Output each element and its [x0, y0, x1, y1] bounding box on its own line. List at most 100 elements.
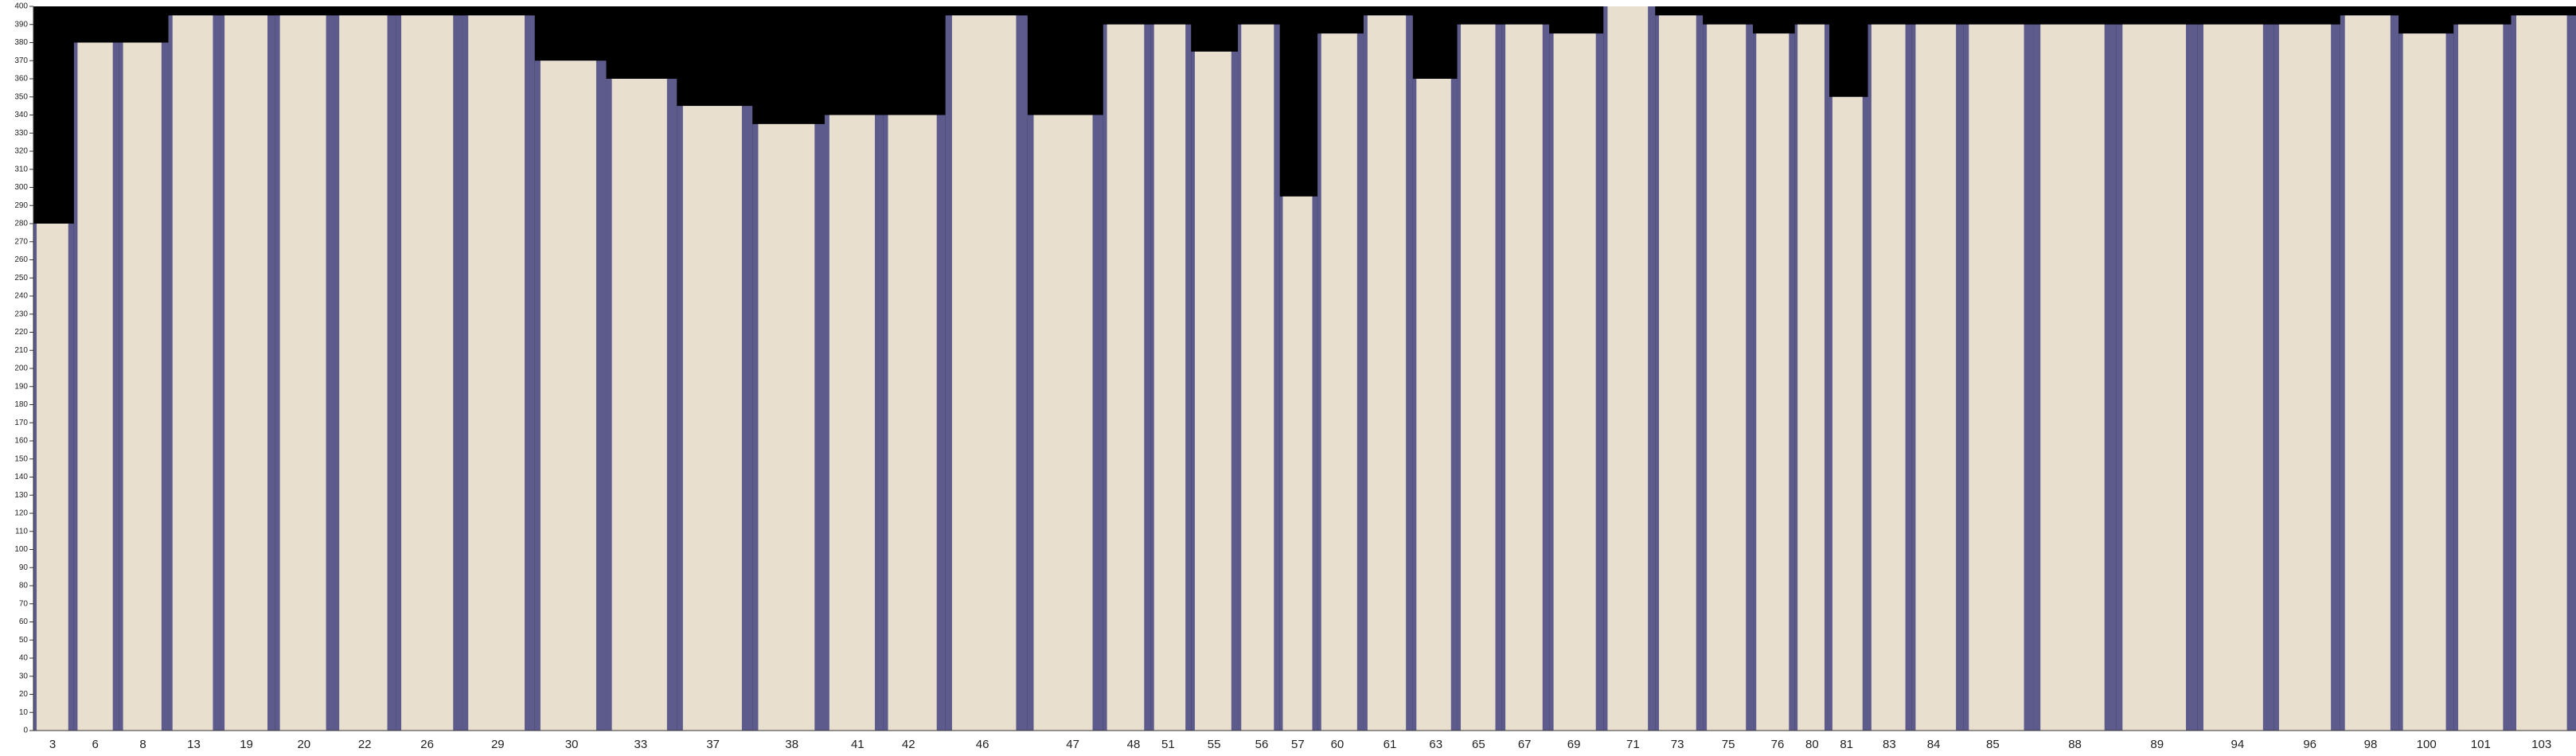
- y-tick-label: 0: [23, 727, 28, 735]
- y-tick-label: 400: [14, 2, 28, 11]
- bar: [77, 42, 113, 731]
- y-tick-label: 110: [15, 527, 28, 536]
- x-tick-label: 98: [2364, 738, 2378, 751]
- x-tick-label: 71: [1626, 738, 1640, 751]
- x-tick-label: 55: [1208, 738, 1221, 751]
- x-tick-label: 96: [2303, 738, 2316, 751]
- x-tick-label: 22: [358, 738, 372, 751]
- y-tick-label: 100: [14, 545, 28, 554]
- bar: [2122, 24, 2186, 731]
- y-tick-label: 200: [14, 364, 28, 373]
- x-tick-label: 101: [2471, 738, 2491, 751]
- y-tick-label: 130: [14, 491, 28, 500]
- bar: [37, 224, 68, 731]
- bar: [1282, 196, 1313, 731]
- y-tick-label: 240: [14, 292, 28, 301]
- x-tick-label: 89: [2150, 738, 2164, 751]
- y-tick-label: 260: [14, 255, 28, 264]
- bar: [1553, 33, 1596, 731]
- x-tick-label: 33: [634, 738, 648, 751]
- y-tick-label: 330: [14, 129, 28, 138]
- x-tick-label: 76: [1771, 738, 1785, 751]
- y-tick-label: 290: [14, 201, 28, 210]
- y-tick-label: 50: [19, 636, 29, 645]
- y-tick-label: 60: [19, 618, 29, 626]
- y-tick-label: 380: [14, 38, 28, 47]
- y-tick-label: 30: [19, 672, 29, 680]
- x-tick-label: 84: [1927, 738, 1941, 751]
- bar: [2278, 24, 2332, 731]
- x-tick-label: 41: [851, 738, 865, 751]
- x-tick-label: 83: [1883, 738, 1896, 751]
- x-tick-label: 60: [1331, 738, 1345, 751]
- bar: [1416, 79, 1451, 731]
- bar: [1756, 33, 1790, 731]
- y-tick-label: 350: [14, 92, 28, 101]
- bar: [2402, 33, 2446, 731]
- bar: [1107, 24, 1145, 731]
- x-tick-label: 73: [1671, 738, 1684, 751]
- x-tick-label: 3: [49, 738, 56, 751]
- y-tick-label: 230: [14, 310, 28, 318]
- bar: [682, 106, 742, 731]
- bar: [540, 60, 596, 731]
- x-tick-label: 6: [92, 738, 99, 751]
- x-tick-label: 30: [565, 738, 579, 751]
- x-tick-label: 51: [1161, 738, 1175, 751]
- x-tick-label: 56: [1255, 738, 1269, 751]
- y-tick-label: 340: [14, 111, 28, 119]
- y-tick-label: 280: [14, 220, 28, 228]
- x-tick-label: 100: [2417, 738, 2437, 751]
- y-tick-label: 310: [14, 165, 28, 173]
- bar: [1194, 51, 1231, 731]
- y-tick-label: 190: [14, 382, 28, 391]
- bar: [1969, 24, 2024, 731]
- bar: [279, 15, 326, 731]
- bar: [611, 79, 667, 731]
- x-tick-label: 13: [187, 738, 201, 751]
- x-tick-label: 81: [1840, 738, 1853, 751]
- x-tick-label: 80: [1805, 738, 1819, 751]
- bar: [2516, 15, 2567, 731]
- bar: [758, 123, 815, 731]
- y-tick-label: 370: [14, 57, 28, 65]
- y-tick-label: 160: [14, 437, 28, 446]
- bar: [123, 42, 162, 731]
- x-tick-label: 47: [1066, 738, 1079, 751]
- y-tick-label: 270: [14, 237, 28, 246]
- x-tick-label: 26: [420, 738, 434, 751]
- bar: [1367, 15, 1407, 731]
- bar: [224, 15, 268, 731]
- x-tick-label: 48: [1127, 738, 1141, 751]
- bar: [829, 115, 876, 731]
- bar: [1153, 24, 1186, 731]
- x-tick-label: 42: [902, 738, 915, 751]
- y-tick-label: 140: [14, 473, 28, 481]
- bar: [172, 15, 213, 731]
- x-tick-label: 8: [139, 738, 146, 751]
- y-tick-label: 180: [14, 400, 28, 409]
- bar: [401, 15, 454, 731]
- y-tick-label: 120: [14, 509, 28, 518]
- y-tick-label: 210: [14, 346, 28, 355]
- bar: [2203, 24, 2263, 731]
- x-tick-label: 61: [1384, 738, 1397, 751]
- x-tick-label: 29: [491, 738, 505, 751]
- y-tick-label: 10: [19, 708, 29, 717]
- x-tick-label: 65: [1472, 738, 1485, 751]
- bar: [1505, 24, 1543, 731]
- bar: [2040, 24, 2105, 731]
- bar: [951, 15, 1017, 731]
- bar: [1607, 6, 1649, 731]
- x-tick-label: 19: [240, 738, 253, 751]
- y-tick-label: 170: [14, 419, 28, 427]
- y-tick-label: 40: [19, 654, 29, 663]
- bar: [1241, 24, 1274, 731]
- y-tick-label: 360: [14, 75, 28, 84]
- bar: [1321, 33, 1357, 731]
- bar: [2458, 24, 2504, 731]
- x-tick-label: 75: [1722, 738, 1735, 751]
- x-tick-label: 46: [976, 738, 989, 751]
- x-tick-label: 63: [1429, 738, 1442, 751]
